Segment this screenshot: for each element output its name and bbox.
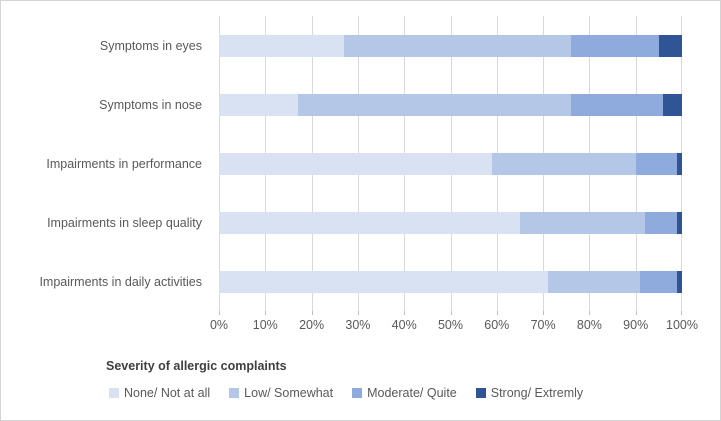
axis-tick-label: 90%: [623, 318, 649, 332]
plot-area: [219, 16, 682, 311]
bar-segment: [658, 34, 682, 57]
category-axis: Symptoms in eyes Symptoms in nose Impairme…: [1, 16, 211, 311]
axis-tick: [496, 311, 498, 315]
axis-tick-label: 40%: [391, 318, 417, 332]
axis-tick-label: 10%: [252, 318, 278, 332]
bar-segment: [219, 152, 493, 175]
axis-tick-label: 20%: [299, 318, 325, 332]
axis-tick: [450, 311, 452, 315]
axis-tick: [681, 311, 682, 315]
axis-tick: [635, 311, 637, 315]
bar-row: [219, 134, 682, 193]
axis-tick: [311, 311, 313, 315]
bar-segment: [635, 152, 678, 175]
bar-segment: [492, 152, 636, 175]
stacked-bar: [219, 93, 682, 116]
bar-row: [219, 252, 682, 311]
bar-segment: [677, 152, 682, 175]
bar-segment: [219, 93, 298, 116]
category-label: Symptoms in eyes: [99, 38, 202, 53]
bar-segment: [219, 34, 344, 57]
legend-swatch: [109, 388, 119, 398]
axis-tick-label: 70%: [530, 318, 556, 332]
legend-title: Severity of allergic complaints: [106, 359, 287, 373]
x-axis-ticks: [219, 311, 682, 315]
bar-segment: [677, 211, 682, 234]
bar-row: [219, 75, 682, 134]
legend-label: Strong/ Extremly: [490, 386, 584, 400]
category-label: Impairments in performance: [46, 156, 202, 171]
bar-row: [219, 16, 682, 75]
bar-segment: [570, 93, 664, 116]
bar-segment: [519, 211, 645, 234]
category-label: Impairments in daily activities: [39, 274, 202, 289]
axis-tick: [589, 311, 591, 315]
bar-segment: [644, 211, 678, 234]
legend-label: Moderate/ Quite: [367, 386, 457, 400]
axis-tick-label: 50%: [437, 318, 464, 332]
bar-row: [219, 193, 682, 252]
category-label: Impairments in sleep quality: [47, 215, 202, 230]
axis-tick: [219, 311, 220, 315]
axis-tick-label: 30%: [345, 318, 371, 332]
axis-tick-label: 100%: [666, 318, 698, 332]
axis-tick: [357, 311, 359, 315]
axis-tick-label: 0%: [209, 318, 229, 332]
legend-swatch: [229, 388, 240, 398]
legend-item: Low/ Somewhat: [229, 386, 333, 400]
legend-label: None/ Not at all: [124, 386, 211, 400]
bar-segment: [570, 34, 659, 57]
category-label: Symptoms in nose: [99, 97, 202, 112]
legend-swatch: [352, 388, 363, 398]
legend-item: Strong/ Extremly: [475, 386, 584, 400]
bar-segment: [219, 270, 548, 293]
bar-segment: [640, 270, 678, 293]
bar-segment: [219, 211, 520, 234]
bar-segment: [663, 93, 682, 116]
legend-swatch: [475, 388, 486, 398]
stacked-bar: [219, 34, 682, 57]
x-axis-labels: 0% 10% 20% 30% 40% 50% 60% 70% 80% 90% 100%: [210, 318, 698, 334]
axis-tick: [543, 311, 545, 315]
bar-segment: [547, 270, 641, 293]
legend-item: Moderate/ Quite: [352, 386, 457, 400]
bar-segment: [344, 34, 571, 57]
stacked-bar: [219, 211, 682, 234]
stacked-bar: [219, 152, 682, 175]
axis-tick: [265, 311, 267, 315]
legend-item: None/ Not at all: [109, 386, 210, 400]
bar-segment: [297, 93, 571, 116]
axis-tick-label: 80%: [576, 318, 602, 332]
legend-label: Low/ Somewhat: [244, 386, 334, 400]
axis-tick: [404, 311, 406, 315]
stacked-bar: [219, 270, 682, 293]
legend: None/ Not at all Low/ Somewhat Moderate/ Q…: [109, 386, 583, 400]
axis-tick-label: 60%: [484, 318, 510, 332]
bar-segment: [677, 270, 682, 293]
